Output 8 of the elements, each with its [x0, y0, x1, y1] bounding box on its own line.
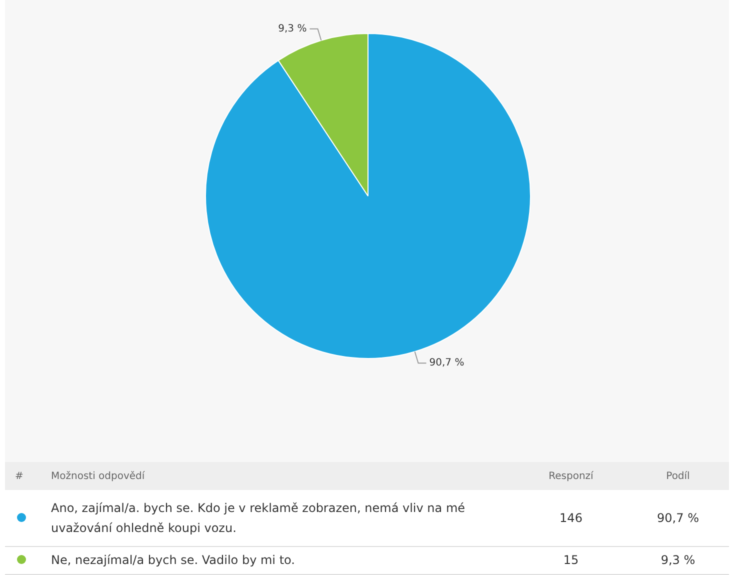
text: 15 — [562, 552, 580, 569]
legend-label: Ano, zajímal/a. bych se. Kdo je v reklamě zobrazen, nemá vliv na mé uvažování ohledně koupi vozu. — [50, 500, 466, 537]
text: 90,7 % — [657, 510, 699, 525]
legend-label: Ne, nezajímal/a bych se. Vadilo by mi to. — [50, 552, 296, 569]
data-label: 9,3 % — [278, 23, 307, 34]
text: 9,3 % — [660, 553, 696, 567]
data-label: 90,7 % — [429, 358, 464, 369]
text: 146 — [558, 510, 584, 527]
